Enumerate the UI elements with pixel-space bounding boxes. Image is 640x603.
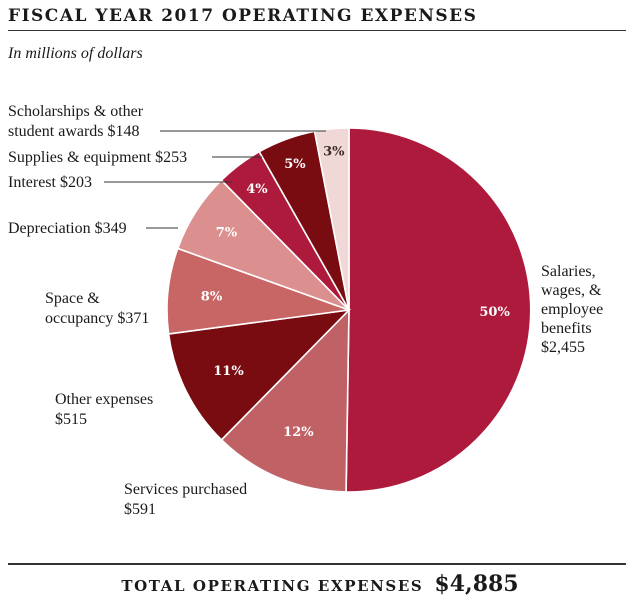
category-label-salaries: Salaries, wages, & employee benefits $2,455 <box>541 263 603 356</box>
category-label-other: Other expenses $515 <box>55 391 153 428</box>
category-label-line: occupancy $371 <box>45 310 149 327</box>
pie-slice-other <box>167 308 352 442</box>
category-label-services: Services purchased $591 <box>124 481 247 518</box>
category-label-line: Supplies & equipment $253 <box>8 149 187 166</box>
total-rule <box>8 563 626 565</box>
chart-title: FISCAL YEAR 2017 OPERATING EXPENSES <box>8 6 478 26</box>
title-rule <box>8 30 626 31</box>
category-label-line: $591 <box>124 501 156 518</box>
percent-label-scholarships: 3% <box>323 145 345 160</box>
chart-subtitle: In millions of dollars <box>8 45 143 62</box>
pie-slice-salaries <box>345 127 532 493</box>
category-label-line: Scholarships & other <box>8 103 144 120</box>
pie-slice-services <box>220 308 350 493</box>
percent-label-supplies: 5% <box>284 157 306 172</box>
total-label: TOTAL OPERATING EXPENSES <box>121 577 424 595</box>
category-label-supplies: Supplies & equipment $253 <box>8 149 187 166</box>
category-label-line: wages, & <box>541 282 602 299</box>
category-label-interest: Interest $203 <box>8 174 92 191</box>
percent-label-interest: 4% <box>246 182 268 197</box>
category-label-space: Space & occupancy $371 <box>45 290 149 327</box>
category-label-line: $515 <box>55 411 87 428</box>
percent-label-services: 12% <box>283 425 314 440</box>
category-label-line: $2,455 <box>541 339 585 356</box>
category-label-line: Services purchased <box>124 481 247 498</box>
percent-label-salaries: 50% <box>479 305 510 320</box>
category-label-line: Space & <box>45 290 100 307</box>
category-label-depreciation: Depreciation $349 <box>8 220 127 237</box>
category-label-line: Salaries, <box>541 263 596 280</box>
total-value: $4,885 <box>434 571 519 597</box>
total-line: TOTAL OPERATING EXPENSES $4,885 <box>0 571 640 597</box>
category-label-line: Other expenses <box>55 391 153 408</box>
category-label-line: employee <box>541 301 603 318</box>
category-label-line: Depreciation $349 <box>8 220 127 237</box>
category-label-line: student awards $148 <box>8 123 140 140</box>
category-label-line: Interest $203 <box>8 174 92 191</box>
category-label-scholarships: Scholarships & other student awards $148 <box>8 103 144 140</box>
percent-label-other: 11% <box>213 364 244 379</box>
category-label-line: benefits <box>541 320 592 337</box>
percent-label-depreciation: 7% <box>216 226 238 241</box>
percent-label-space: 8% <box>201 289 223 304</box>
